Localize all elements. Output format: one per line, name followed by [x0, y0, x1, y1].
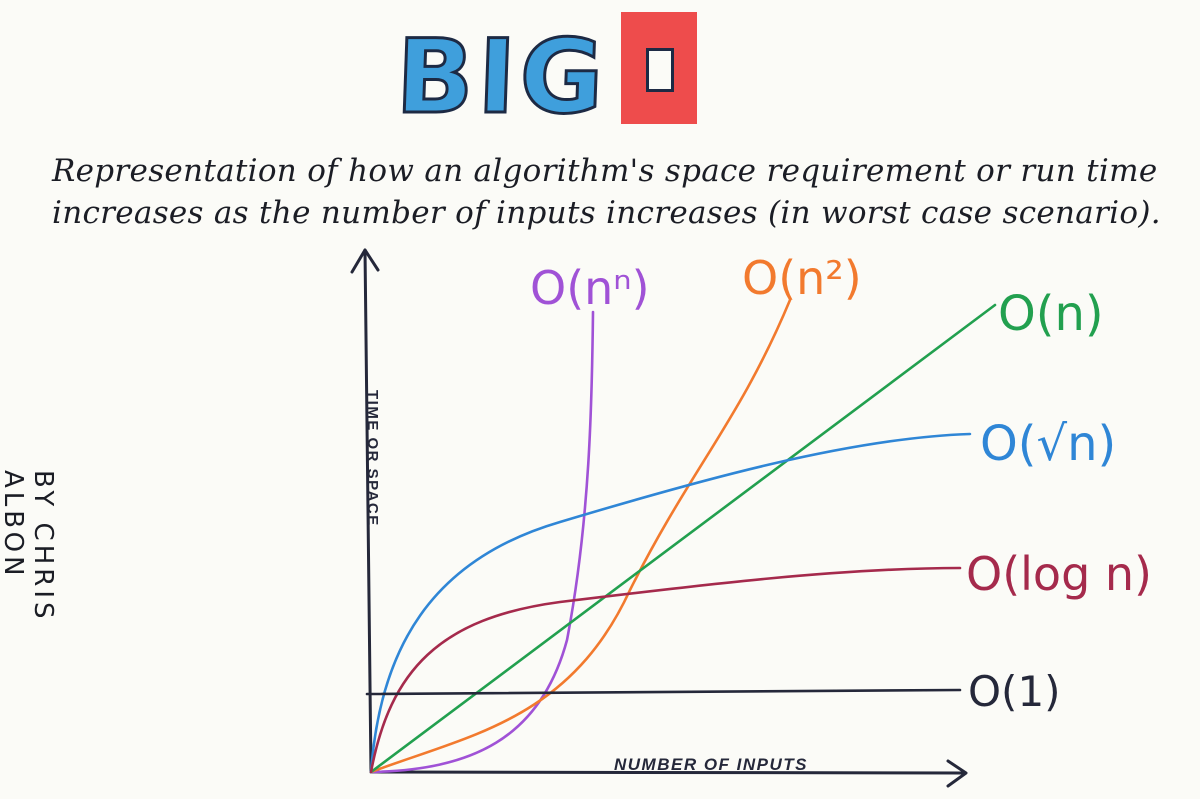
curve-o-sqrt-n [369, 432, 972, 774]
title: BIG O [392, 10, 698, 139]
curve-o-1 [365, 688, 962, 696]
description-line-1: Representation of how an algorithm's spa… [52, 153, 1158, 189]
curve-o-n-n [369, 310, 595, 774]
curve-o-log-n [369, 566, 962, 774]
axes [350, 248, 968, 788]
y-axis-label: TIME OR SPACE [364, 390, 381, 527]
byline: BY CHRIS ALBON [0, 470, 58, 623]
curve-o-n-squared [369, 298, 792, 774]
x-axis-arrow-icon [946, 759, 968, 788]
label-o-n: O(n) [998, 286, 1104, 342]
label-o-1: O(1) [968, 667, 1061, 716]
y-axis-arrow-icon [350, 248, 380, 274]
x-axis-line [369, 770, 967, 775]
description: Representation of how an algorithm's spa… [52, 150, 1182, 234]
curve-o-n [369, 303, 997, 774]
label-o-sqrt-n: O(√n) [980, 416, 1116, 472]
label-o-n-squared: O(n²) [742, 251, 862, 305]
label-o-n-n: O(nⁿ) [530, 261, 650, 315]
y-axis-line [363, 248, 373, 774]
label-o-log-n: O(log n) [966, 547, 1152, 601]
x-axis-label: NUMBER OF INPUTS [614, 755, 808, 774]
title-o-block: O [621, 12, 698, 124]
description-line-2: increases as the number of inputs increa… [52, 195, 1161, 231]
